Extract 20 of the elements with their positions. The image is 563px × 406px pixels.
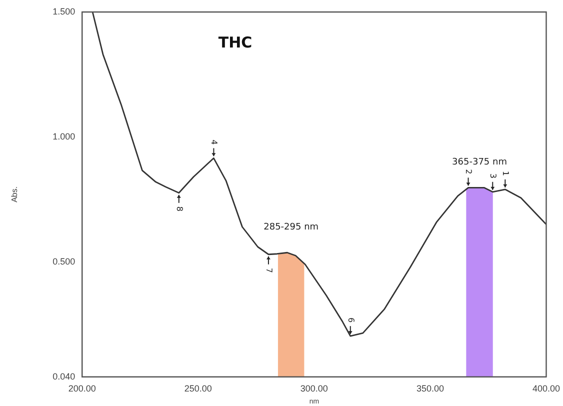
y-tick-label: 0.040 (52, 371, 76, 382)
x-tick-label: 350.00 (416, 384, 444, 394)
x-tick-label: 200.00 (68, 384, 96, 394)
annotation: 4 (210, 140, 219, 145)
annotation: 1 (501, 170, 510, 176)
annotation: 8 (174, 206, 184, 212)
x-tick-label: 400.00 (532, 384, 560, 394)
annotation: 6 (346, 318, 356, 323)
y-tick-label: 0.500 (52, 256, 76, 266)
x-tick-label: 300.00 (300, 384, 328, 394)
text: THC (218, 33, 252, 52)
annotation: 3 (488, 173, 498, 178)
x-tick-label: 250.00 (184, 384, 212, 394)
y-axis-title: Abs. (10, 186, 20, 202)
band-label: 285-295 nm (264, 222, 319, 233)
annotation: 7 (264, 268, 274, 273)
y-tick-label: 1.000 (52, 131, 76, 142)
y-tick-label: 1.500 (52, 6, 76, 16)
band-label: 365-375 nm (452, 157, 507, 168)
annotation: 2 (464, 169, 474, 174)
